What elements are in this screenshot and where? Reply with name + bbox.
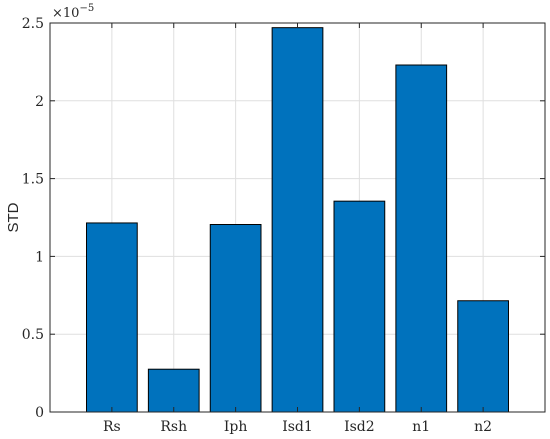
y-exponent-label: ×10−5	[52, 3, 94, 21]
y-tick-label: 1	[35, 249, 44, 265]
y-tick-label: 2	[35, 94, 44, 110]
y-tick-label: 1.5	[22, 172, 44, 188]
y-tick-label: 2.5	[22, 16, 44, 32]
bar-rsh	[147, 368, 200, 413]
bar-isd1	[271, 27, 324, 413]
x-tick-label: n2	[474, 419, 492, 435]
x-tick-label: Isd2	[344, 419, 375, 435]
y-ticks: 0 0.5 1 1.5 2 2.5	[22, 16, 545, 421]
x-tick-label: Rsh	[160, 419, 187, 435]
y-tick-label: 0	[35, 405, 44, 421]
bars	[86, 27, 509, 413]
x-tick-label: Iph	[224, 419, 248, 435]
bar-n1	[395, 64, 448, 413]
bar-iph	[209, 224, 262, 413]
x-tick-label: n1	[412, 419, 430, 435]
bar-rs	[86, 222, 138, 413]
y-exponent-base: ×10	[52, 6, 79, 21]
x-tick-label: Isd1	[282, 419, 313, 435]
bar-isd2	[333, 200, 386, 413]
y-tick-label: 0.5	[22, 327, 44, 343]
y-exponent-power: −5	[79, 3, 94, 14]
x-tick-label: Rs	[103, 419, 121, 435]
bar-n2	[457, 300, 509, 413]
x-ticks: Rs Rsh Iph Isd1 Isd2 n1 n2	[103, 23, 492, 435]
y-axis-title: STD	[5, 202, 22, 232]
